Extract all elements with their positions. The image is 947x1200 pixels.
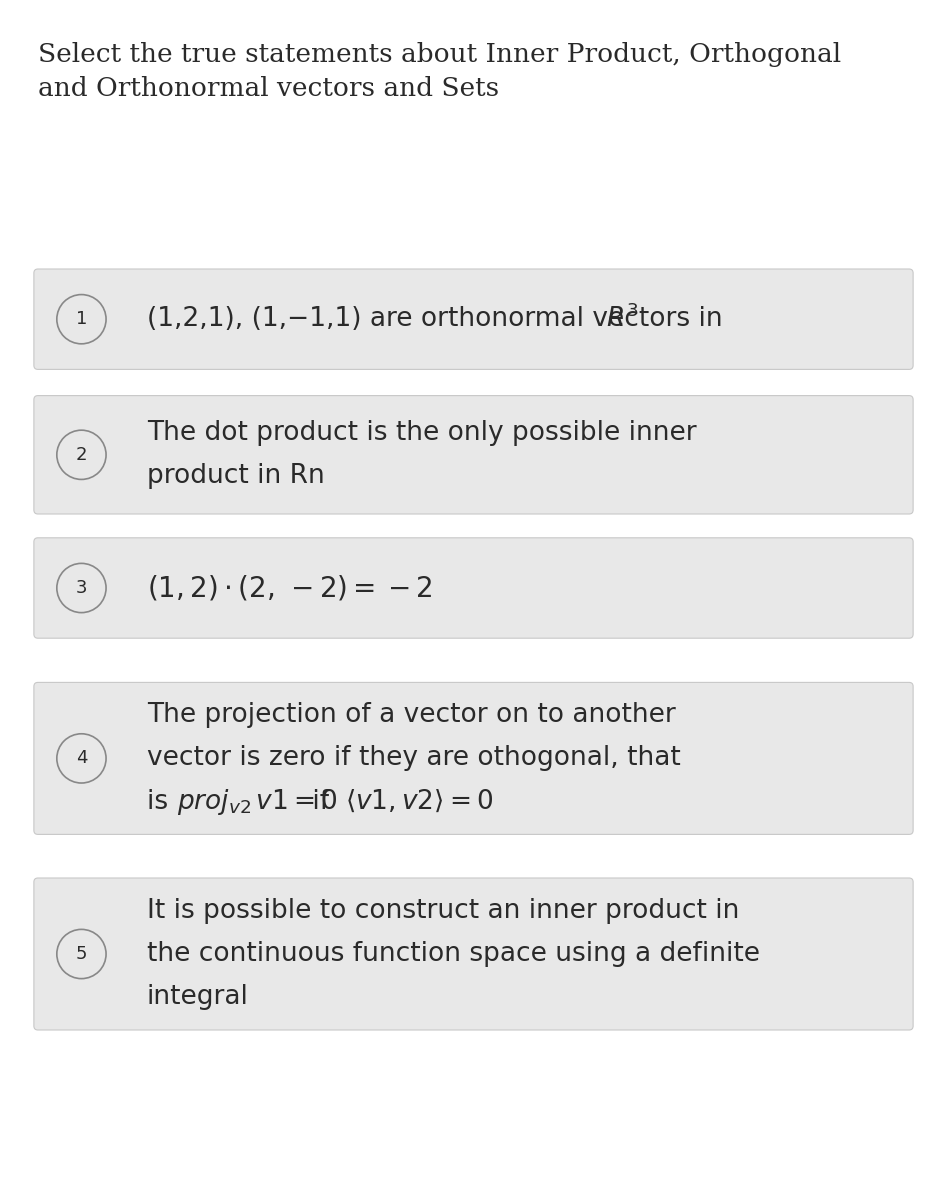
FancyBboxPatch shape <box>34 396 913 514</box>
Text: vector is zero if they are othogonal, that: vector is zero if they are othogonal, th… <box>147 745 681 772</box>
Text: 3: 3 <box>76 578 87 596</box>
FancyBboxPatch shape <box>34 269 913 370</box>
Text: the continuous function space using a definite: the continuous function space using a de… <box>147 941 759 967</box>
Text: 5: 5 <box>76 946 87 962</box>
Text: 4: 4 <box>76 749 87 768</box>
Text: (1,2,1), (1,−1,1) are orthonormal vectors in: (1,2,1), (1,−1,1) are orthonormal vector… <box>147 306 731 332</box>
Circle shape <box>57 733 106 784</box>
FancyBboxPatch shape <box>34 878 913 1030</box>
Text: if: if <box>304 788 337 815</box>
Text: The dot product is the only possible inner: The dot product is the only possible inn… <box>147 420 696 446</box>
Text: and Orthonormal vectors and Sets: and Orthonormal vectors and Sets <box>38 76 499 101</box>
FancyBboxPatch shape <box>34 683 913 834</box>
Text: $\mathit{proj}_{\!\,v2}\,v1{=}0$: $\mathit{proj}_{\!\,v2}\,v1{=}0$ <box>177 787 338 816</box>
Circle shape <box>57 929 106 979</box>
Text: Select the true statements about Inner Product, Orthogonal: Select the true statements about Inner P… <box>38 42 841 67</box>
Text: integral: integral <box>147 984 249 1010</box>
Text: $R^3$: $R^3$ <box>606 305 638 334</box>
Text: 2: 2 <box>76 445 87 463</box>
Text: 1: 1 <box>76 310 87 328</box>
Circle shape <box>57 563 106 613</box>
FancyBboxPatch shape <box>34 538 913 638</box>
Circle shape <box>57 430 106 480</box>
Circle shape <box>57 294 106 344</box>
Text: The projection of a vector on to another: The projection of a vector on to another <box>147 702 675 728</box>
Text: product in Rn: product in Rn <box>147 463 325 490</box>
Text: $(1,2) \cdot (2,\,-2) = -2$: $(1,2) \cdot (2,\,-2) = -2$ <box>147 574 433 602</box>
Text: $\langle v1,v2\rangle{=}0$: $\langle v1,v2\rangle{=}0$ <box>345 788 493 815</box>
Text: It is possible to construct an inner product in: It is possible to construct an inner pro… <box>147 898 740 924</box>
Text: is: is <box>147 788 176 815</box>
